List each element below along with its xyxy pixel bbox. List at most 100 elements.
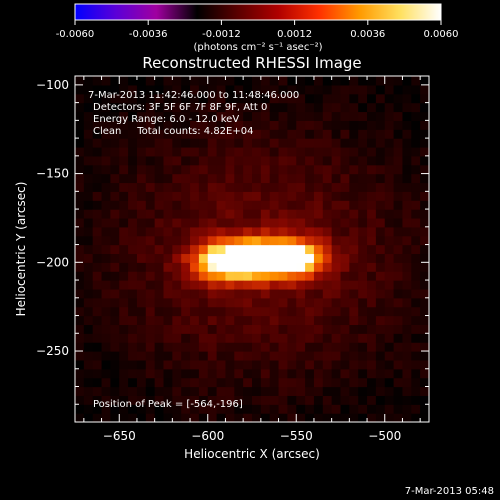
heatmap-cell [287, 342, 297, 352]
heatmap-cell [367, 297, 377, 308]
heatmap-cell [172, 413, 182, 422]
heatmap-cell [296, 173, 306, 184]
heatmap-cell [296, 324, 306, 334]
heatmap-cell [305, 413, 315, 422]
heatmap-cell [243, 200, 253, 210]
heatmap-cell [243, 359, 253, 370]
heatmap-cell [154, 209, 165, 219]
heatmap-cell [181, 129, 191, 139]
heatmap-cell [260, 129, 271, 139]
heatmap-cell [375, 102, 386, 113]
heatmap-cell [172, 102, 182, 113]
heatmap-cell [252, 191, 262, 201]
heatmap-cell [234, 315, 244, 326]
heatmap-cell [101, 173, 111, 184]
heatmap-cell [252, 209, 262, 219]
heatmap-cell [75, 120, 85, 130]
heatmap-cell [92, 200, 103, 210]
heatmap-cell [393, 413, 404, 422]
heatmap-cell [331, 120, 342, 130]
heatmap-cell [75, 93, 85, 104]
heatmap-cell [384, 288, 395, 299]
heatmap-cell [128, 297, 138, 308]
heatmap-cell [393, 235, 404, 246]
heatmap-cell [225, 200, 235, 210]
heatmap-cell [163, 173, 173, 184]
heatmap-cell [287, 155, 297, 166]
heatmap-cell [128, 324, 138, 334]
heatmap-cell [216, 129, 227, 139]
heatmap-cell [216, 359, 227, 370]
heatmap-cell [225, 404, 235, 414]
heatmap-cell [92, 76, 103, 86]
heatmap-cell [367, 129, 377, 139]
heatmap-cell [305, 111, 315, 121]
heatmap-cell [313, 262, 324, 272]
heatmap-cell [331, 182, 342, 192]
heatmap-cell [322, 395, 333, 405]
heatmap-cell [181, 280, 191, 290]
heatmap-cell [243, 209, 253, 219]
heatmap-cell [83, 333, 94, 343]
heatmap-cell [331, 262, 342, 272]
heatmap-cell [198, 333, 209, 343]
heatmap-cell [92, 359, 103, 370]
heatmap-cell [402, 182, 412, 192]
heatmap-cell [402, 413, 412, 422]
heatmap-cell [313, 200, 324, 210]
heatmap-cell [243, 217, 253, 228]
heatmap-cell [172, 386, 182, 396]
heatmap-cell [216, 324, 227, 334]
heatmap-cell [92, 306, 103, 317]
heatmap-cell [119, 359, 129, 370]
heatmap-cell [269, 129, 280, 139]
heatmap-cell [393, 217, 404, 228]
heatmap-cell [252, 76, 262, 86]
plot-area: −650 −600 −550 −500 −100−150−200−250 [36, 75, 430, 443]
heatmap-cell [190, 342, 200, 352]
heatmap-cell [358, 200, 368, 210]
heatmap-cell [110, 182, 120, 192]
heatmap-cell [358, 235, 368, 246]
heatmap-cell [287, 173, 297, 184]
heatmap-cell [181, 413, 191, 422]
heatmap-cell [411, 102, 421, 113]
heatmap-cell [322, 84, 333, 95]
heatmap-cell [313, 297, 324, 308]
heatmap-cell [340, 262, 350, 272]
heatmap-cell [375, 253, 386, 263]
heatmap-cell [145, 120, 156, 130]
heatmap-cell [322, 217, 333, 228]
heatmap-cell [278, 271, 288, 281]
heatmap-cell [420, 102, 429, 113]
heatmap-cell [119, 404, 129, 414]
heatmap-cell [92, 351, 103, 361]
heatmap-cell [83, 395, 94, 405]
heatmap-cell [331, 395, 342, 405]
heatmap-cell [313, 253, 324, 263]
heatmap-cell [322, 155, 333, 166]
heatmap-cell [136, 342, 147, 352]
heatmap-cell [349, 120, 359, 130]
heatmap-cell [172, 217, 182, 228]
heatmap-cell [207, 333, 218, 343]
heatmap-cell [296, 182, 306, 192]
heatmap-cell [384, 120, 395, 130]
heatmap-cell [358, 395, 368, 405]
heatmap-cell [154, 146, 165, 157]
heatmap-cell [322, 271, 333, 281]
heatmap-cell [296, 209, 306, 219]
heatmap-cell [331, 253, 342, 263]
heatmap-cell [163, 271, 173, 281]
heatmap-cell [234, 333, 244, 343]
heatmap-cell [331, 324, 342, 334]
heatmap-cell [375, 280, 386, 290]
heatmap-cell [313, 413, 324, 422]
heatmap-cell [322, 244, 333, 255]
heatmap-cell [287, 191, 297, 201]
heatmap-cell [145, 351, 156, 361]
heatmap-cell [287, 280, 297, 290]
heatmap-cell [243, 111, 253, 121]
heatmap-cell [110, 359, 120, 370]
heatmap-cell [128, 129, 138, 139]
